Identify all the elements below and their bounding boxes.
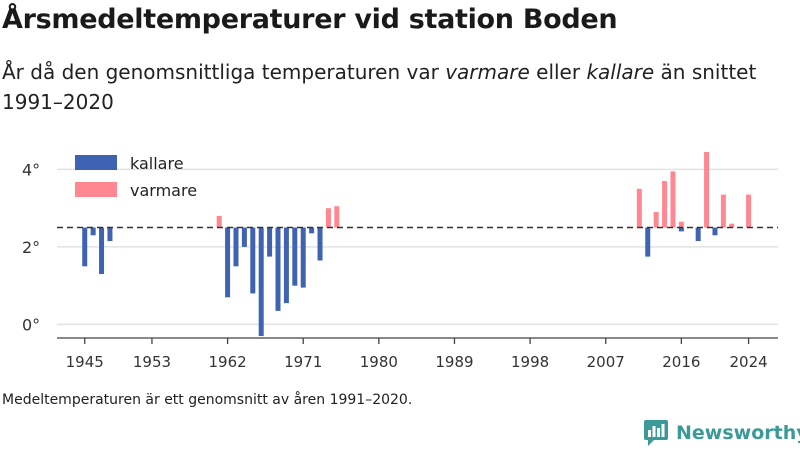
bar-varmare: [325, 208, 331, 228]
x-tick-label: 1998: [511, 353, 549, 371]
subtitle-text: än snittet 1991–2020: [2, 60, 757, 114]
subtitle-emphasis-warmer: varmare: [445, 60, 530, 84]
legend-swatch-varmare: [75, 182, 117, 197]
bar-kallare: [678, 227, 684, 232]
bar-varmare: [704, 151, 710, 228]
bar-kallare: [107, 227, 113, 242]
footnote: Medeltemperaturen är ett genomsnitt av å…: [2, 392, 413, 408]
bar-kallare: [275, 227, 281, 311]
bar-kallare: [695, 227, 701, 242]
chart-subtitle: År då den genomsnittliga temperaturen va…: [2, 57, 792, 117]
bar-kallare: [292, 227, 298, 286]
x-tick-label: 1989: [435, 353, 473, 371]
x-tick-label: 2024: [729, 353, 767, 371]
chart-title: Årsmedeltemperaturer vid station Boden: [2, 4, 618, 35]
legend-label-varmare: varmare: [130, 181, 197, 200]
legend-swatch-kallare: [75, 155, 117, 170]
bar-varmare: [662, 181, 668, 228]
bar-varmare: [636, 188, 642, 228]
bar-kallare: [258, 227, 264, 337]
subtitle-emphasis-colder: kallare: [586, 60, 655, 84]
x-tick-label: 1945: [66, 353, 104, 371]
x-tick-label: 1953: [133, 353, 171, 371]
legend-label-kallare: kallare: [130, 154, 184, 173]
newsworthy-logo-icon: [644, 420, 668, 446]
bar-kallare: [712, 227, 718, 236]
subtitle-text: eller: [529, 60, 587, 84]
bar-kallare: [90, 227, 96, 236]
y-tick-label: 4°: [22, 160, 40, 179]
bar-varmare: [746, 194, 752, 228]
newsworthy-logo-text: Newsworthy: [676, 422, 800, 444]
bar-kallare: [283, 227, 289, 304]
newsworthy-logo: Newsworthy: [644, 420, 800, 446]
bar-kallare: [309, 227, 315, 234]
bar-varmare: [653, 212, 659, 228]
bar-kallare: [241, 227, 247, 247]
bar-kallare: [82, 227, 88, 267]
bar-varmare: [670, 171, 676, 228]
bar-kallare: [225, 227, 231, 298]
bar-kallare: [645, 227, 651, 257]
bar-kallare: [300, 227, 306, 288]
y-tick-label: 0°: [22, 315, 40, 334]
x-tick-label: 2016: [662, 353, 700, 371]
x-tick-label: 1980: [360, 353, 398, 371]
subtitle-text: År då den genomsnittliga temperaturen va…: [2, 60, 446, 84]
bar-varmare: [720, 194, 726, 228]
bar-varmare: [334, 206, 340, 228]
bar-varmare: [678, 221, 684, 228]
x-tick-label: 1971: [284, 353, 322, 371]
bar-kallare: [99, 227, 105, 275]
bar-kallare: [233, 227, 239, 267]
bar-varmare: [216, 215, 222, 228]
y-tick-label: 2°: [22, 238, 40, 257]
bar-kallare: [267, 227, 273, 257]
bar-varmare: [729, 223, 735, 228]
bar-kallare: [250, 227, 256, 294]
x-tick-label: 1962: [208, 353, 246, 371]
bar-kallare: [317, 227, 323, 261]
x-tick-label: 2007: [587, 353, 625, 371]
